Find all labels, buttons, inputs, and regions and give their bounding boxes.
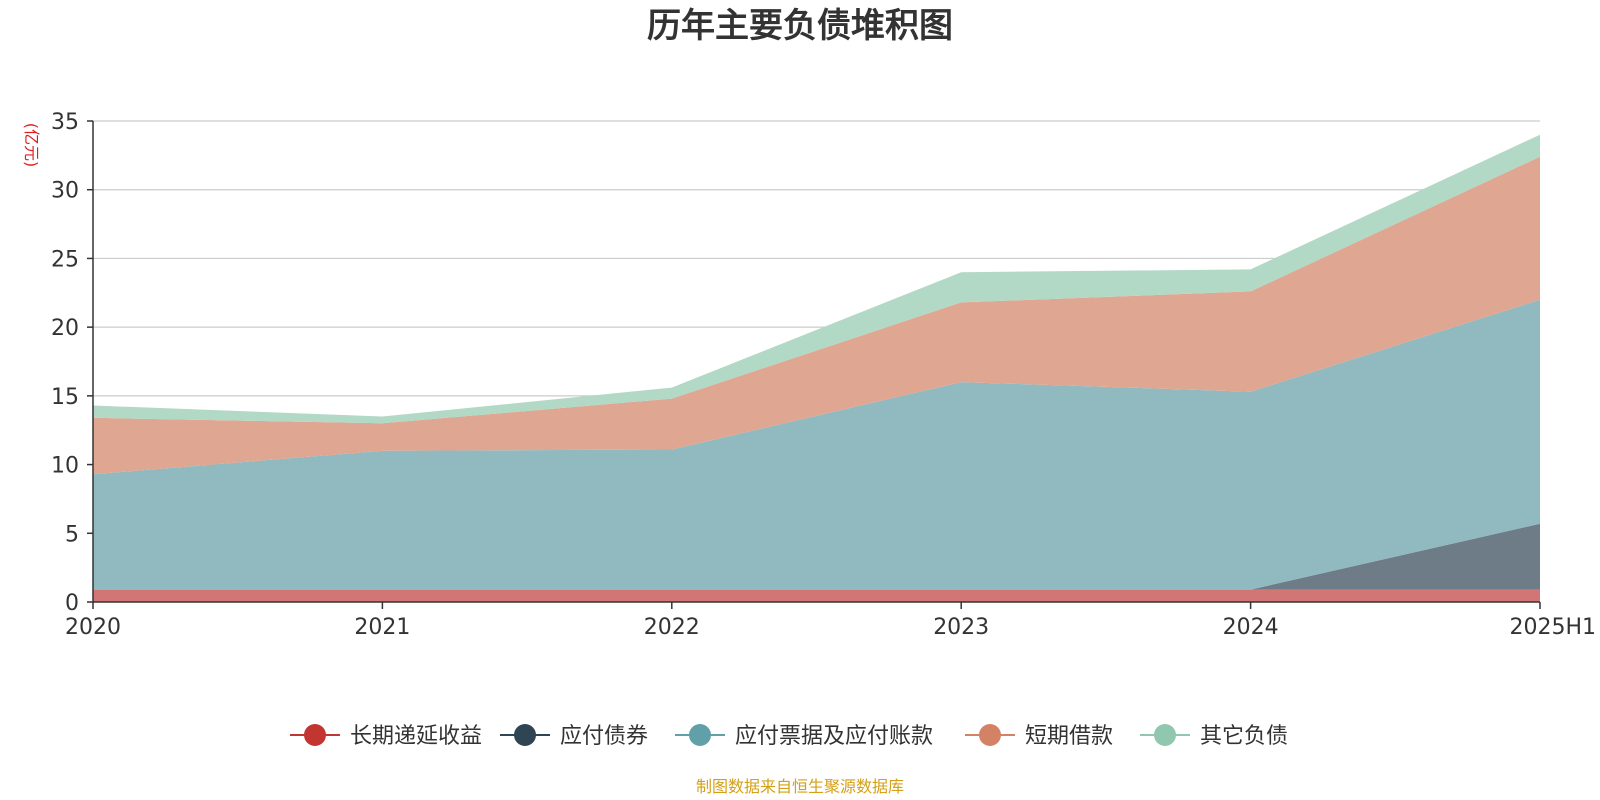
legend-marker <box>1154 724 1176 746</box>
legend-marker <box>689 724 711 746</box>
y-tick-label: 35 <box>51 110 79 135</box>
y-tick-labels: 0 5 10 15 20 25 30 35 <box>51 110 79 616</box>
legend-item[interactable]: 长期递延收益 <box>290 724 482 749</box>
legend-item[interactable]: 短期借款 <box>965 724 1113 749</box>
legend-marker <box>514 724 536 746</box>
x-tick-label: 2024 <box>1223 615 1279 640</box>
area-series-0 <box>93 589 1540 602</box>
y-tick-label: 30 <box>51 179 79 204</box>
legend-item[interactable]: 应付债券 <box>500 724 648 749</box>
legend-marker <box>979 724 1001 746</box>
y-tick-label: 0 <box>65 591 79 616</box>
area-series-4 <box>93 134 1540 424</box>
legend-label: 应付债券 <box>560 724 648 749</box>
legend: 长期递延收益 应付债券 应付票据及应付账款 短期借款 其它负债 <box>290 724 1288 749</box>
y-tick-label: 15 <box>51 385 79 410</box>
series-areas <box>93 134 1540 602</box>
y-tick-label: 10 <box>51 454 79 479</box>
y-tick-label: 20 <box>51 316 79 341</box>
legend-label: 长期递延收益 <box>350 724 482 749</box>
area-series-2 <box>93 299 1540 590</box>
chart-title: 历年主要负债堆积图 <box>647 6 953 46</box>
x-tick-label: 2025H1 <box>1509 615 1596 640</box>
x-tick-label: 2022 <box>644 615 700 640</box>
legend-label: 其它负债 <box>1200 724 1288 749</box>
area-series-3 <box>93 156 1540 475</box>
y-tick-label: 25 <box>51 247 79 272</box>
y-tick-label: 5 <box>65 522 79 547</box>
x-tick-label: 2023 <box>933 615 989 640</box>
source-note: 制图数据来自恒生聚源数据库 <box>696 777 904 796</box>
axes <box>87 120 1541 609</box>
x-tick-labels: 2020 2021 2022 2023 2024 2025H1 <box>65 615 1596 640</box>
legend-label: 短期借款 <box>1025 724 1113 749</box>
legend-label: 应付票据及应付账款 <box>735 724 933 749</box>
x-tick-label: 2021 <box>354 615 410 640</box>
x-tick-label: 2020 <box>65 615 121 640</box>
legend-marker <box>304 724 326 746</box>
area-series-1 <box>93 523 1540 590</box>
legend-item[interactable]: 其它负债 <box>1140 724 1288 749</box>
y-axis-unit-label: (亿元) <box>22 123 41 168</box>
legend-item[interactable]: 应付票据及应付账款 <box>675 724 933 749</box>
